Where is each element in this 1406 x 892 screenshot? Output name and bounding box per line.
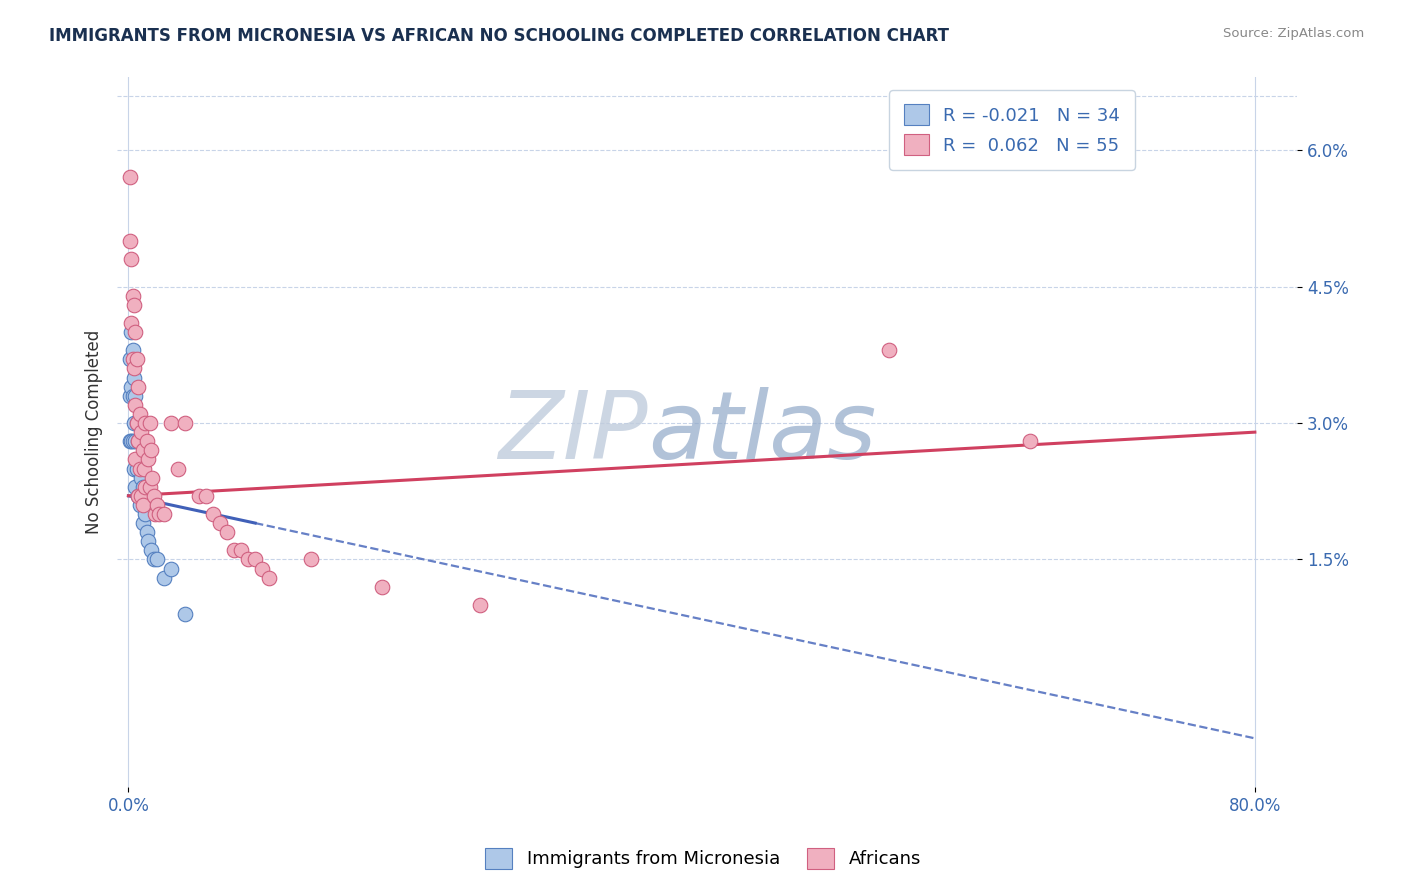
Point bbox=[125, 416, 148, 430]
Point bbox=[142, 552, 165, 566]
Point bbox=[141, 470, 163, 484]
Point bbox=[128, 498, 150, 512]
Point bbox=[159, 561, 181, 575]
Point bbox=[250, 561, 273, 575]
Point bbox=[470, 598, 492, 612]
Point bbox=[208, 516, 231, 530]
Point bbox=[129, 489, 152, 503]
Point bbox=[145, 498, 167, 512]
Point bbox=[124, 434, 146, 449]
Point bbox=[121, 352, 143, 367]
Point bbox=[125, 416, 148, 430]
Point bbox=[259, 571, 281, 585]
Point bbox=[131, 516, 153, 530]
Point bbox=[136, 452, 159, 467]
Point bbox=[127, 434, 149, 449]
Legend: R = -0.021   N = 34, R =  0.062   N = 55: R = -0.021 N = 34, R = 0.062 N = 55 bbox=[889, 90, 1135, 169]
Y-axis label: No Schooling Completed: No Schooling Completed bbox=[86, 330, 103, 534]
Point bbox=[139, 543, 162, 558]
Point bbox=[121, 389, 143, 403]
Point bbox=[124, 325, 146, 339]
Point bbox=[118, 352, 141, 367]
Point bbox=[122, 461, 145, 475]
Point bbox=[138, 480, 160, 494]
Point bbox=[229, 543, 252, 558]
Point bbox=[128, 452, 150, 467]
Text: IMMIGRANTS FROM MICRONESIA VS AFRICAN NO SCHOOLING COMPLETED CORRELATION CHART: IMMIGRANTS FROM MICRONESIA VS AFRICAN NO… bbox=[49, 27, 949, 45]
Point bbox=[120, 325, 142, 339]
Point bbox=[173, 416, 195, 430]
Point bbox=[131, 443, 153, 458]
Point bbox=[371, 580, 394, 594]
Point bbox=[121, 434, 143, 449]
Point bbox=[122, 370, 145, 384]
Point bbox=[127, 379, 149, 393]
Text: ZIP: ZIP bbox=[499, 386, 648, 477]
Point bbox=[127, 489, 149, 503]
Point bbox=[148, 507, 170, 521]
Point bbox=[236, 552, 259, 566]
Point bbox=[118, 234, 141, 248]
Text: atlas: atlas bbox=[648, 386, 876, 477]
Point bbox=[129, 425, 152, 439]
Point bbox=[145, 552, 167, 566]
Point bbox=[152, 507, 174, 521]
Point bbox=[122, 361, 145, 376]
Point bbox=[121, 289, 143, 303]
Point bbox=[124, 452, 146, 467]
Point bbox=[152, 571, 174, 585]
Point bbox=[143, 507, 166, 521]
Point bbox=[138, 416, 160, 430]
Point bbox=[128, 407, 150, 421]
Point bbox=[301, 552, 323, 566]
Point bbox=[122, 416, 145, 430]
Point bbox=[124, 389, 146, 403]
Point bbox=[121, 343, 143, 358]
Point bbox=[118, 170, 141, 185]
Point bbox=[187, 489, 209, 503]
Point bbox=[134, 507, 156, 521]
Point bbox=[215, 525, 238, 540]
Point bbox=[134, 416, 156, 430]
Point bbox=[124, 398, 146, 412]
Point bbox=[127, 434, 149, 449]
Text: Source: ZipAtlas.com: Source: ZipAtlas.com bbox=[1223, 27, 1364, 40]
Point bbox=[222, 543, 245, 558]
Point bbox=[194, 489, 217, 503]
Point bbox=[131, 480, 153, 494]
Point bbox=[129, 470, 152, 484]
Point bbox=[1018, 434, 1040, 449]
Point bbox=[159, 416, 181, 430]
Point bbox=[134, 480, 156, 494]
Point bbox=[120, 379, 142, 393]
Point bbox=[124, 480, 146, 494]
Point bbox=[118, 434, 141, 449]
Point bbox=[142, 489, 165, 503]
Point bbox=[118, 389, 141, 403]
Point bbox=[120, 252, 142, 267]
Point bbox=[173, 607, 195, 621]
Legend: Immigrants from Micronesia, Africans: Immigrants from Micronesia, Africans bbox=[478, 840, 928, 876]
Point bbox=[132, 461, 155, 475]
Point bbox=[135, 525, 157, 540]
Point bbox=[166, 461, 188, 475]
Point bbox=[243, 552, 266, 566]
Point bbox=[122, 298, 145, 312]
Point bbox=[120, 434, 142, 449]
Point bbox=[136, 534, 159, 549]
Point bbox=[877, 343, 900, 358]
Point bbox=[127, 489, 149, 503]
Point bbox=[139, 443, 162, 458]
Point bbox=[131, 498, 153, 512]
Point bbox=[132, 489, 155, 503]
Point bbox=[120, 316, 142, 330]
Point bbox=[125, 461, 148, 475]
Point bbox=[128, 461, 150, 475]
Point bbox=[135, 434, 157, 449]
Point bbox=[125, 352, 148, 367]
Point bbox=[201, 507, 224, 521]
